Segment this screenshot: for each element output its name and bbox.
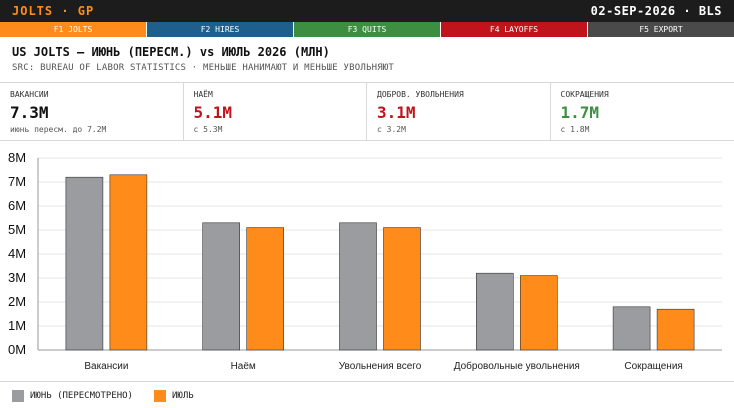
kpi-note: с 3.2M [377,125,406,134]
tab-export[interactable]: F5 EXPORT [588,22,734,37]
legend-swatch-june [12,390,24,402]
kpi-label: ВАКАНСИИ [10,90,49,99]
y-tick-label: 3M [8,270,26,285]
app-brand: JOLTS · GP [12,4,95,18]
bar-july [519,275,558,351]
page-title: US JOLTS — ИЮНЬ (ПЕРЕСМ.) vs ИЮЛЬ 2026 (… [12,45,330,59]
bar-july [109,174,148,351]
legend-item-june: ИЮНЬ (ПЕРЕСМОТРЕНО) [12,390,133,402]
y-tick-label: 1M [8,318,26,333]
bar-july [656,308,695,351]
kpi-openings: ВАКАНСИИ 7.3M июнь пересм. до 7.2M [0,83,184,141]
bar-june [612,306,651,351]
y-tick-label: 6M [8,198,26,213]
bar-july [383,227,421,351]
bar-june [202,222,240,351]
kpi-layoffs: СОКРАЩЕНИЯ 1.7M с 1.8M [551,83,734,141]
y-tick-label: 2M [8,294,26,309]
legend-item-july: ИЮЛЬ [154,390,194,402]
x-tick-label: Увольнения всего [339,361,422,372]
bar-chart: 0M 1M 2M 3M 4M 5M 6M 7M 8M Вакансии Наём Увольнения… [0,141,734,381]
x-tick-label: Вакансии [84,361,128,372]
x-tick-label: Сокращения [624,361,682,372]
y-tick-label: 8M [8,150,26,165]
bar-july [246,227,284,351]
y-tick-label: 4M [8,246,26,261]
kpi-note: с 1.8M [560,125,590,134]
page-header: US JOLTS — ИЮНЬ (ПЕРЕСМ.) vs ИЮЛЬ 2026 (… [0,37,734,83]
kpi-label: НАЁМ [193,90,213,99]
tab-hires[interactable]: F2 HIRES [147,22,294,37]
chart-legend: ИЮНЬ (ПЕРЕСМОТРЕНО) ИЮЛЬ [0,381,734,408]
page-subtitle: SRC: BUREAU OF LABOR STATISTICS · МЕНЬШЕ… [12,63,395,73]
y-tick-label: 7M [8,174,26,189]
x-tick-label: Наём [231,361,256,372]
kpi-quits: ДОБРОВ. УВОЛЬНЕНИЯ 3.1M с 3.2M [367,83,551,141]
bar-june [339,222,377,351]
kpi-value: 1.7M [560,103,600,122]
y-tick-label: 5M [8,222,26,237]
legend-label-july: ИЮЛЬ [172,391,194,401]
legend-swatch-july [154,390,166,402]
kpi-note: с 5.3M [193,125,223,134]
x-tick-label: Добровольные увольнения [454,360,580,372]
kpi-value: 7.3M [10,103,49,122]
date-source: 02-SEP-2026 · BLS [590,4,722,18]
tab-quits[interactable]: F3 QUITS [294,22,441,37]
bar-june [475,272,514,351]
tab-jolts[interactable]: F1 JOLTS [0,22,147,37]
chart-svg: 0M 1M 2M 3M 4M 5M 6M 7M 8M Вакансии Наём Увольнения… [8,150,722,372]
kpi-note: июнь пересм. до 7.2M [10,125,107,134]
tab-layoffs[interactable]: F4 LAYOFFS [441,22,588,37]
kpi-label: СОКРАЩЕНИЯ [560,90,609,99]
top-bar: JOLTS · GP 02-SEP-2026 · BLS [0,0,734,22]
kpi-value: 5.1M [193,103,233,122]
kpi-hires: НАЁМ 5.1M с 5.3M [184,83,367,141]
kpi-strip: ВАКАНСИИ 7.3M июнь пересм. до 7.2M НАЁМ … [0,83,734,141]
legend-label-june: ИЮНЬ (ПЕРЕСМОТРЕНО) [30,391,133,401]
function-tabs: F1 JOLTS F2 HIRES F3 QUITS F4 LAYOFFS F5… [0,22,734,37]
bar-june [65,176,104,351]
y-tick-label: 0M [8,342,26,357]
kpi-label: ДОБРОВ. УВОЛЬНЕНИЯ [377,90,464,99]
kpi-value: 3.1M [377,103,416,122]
